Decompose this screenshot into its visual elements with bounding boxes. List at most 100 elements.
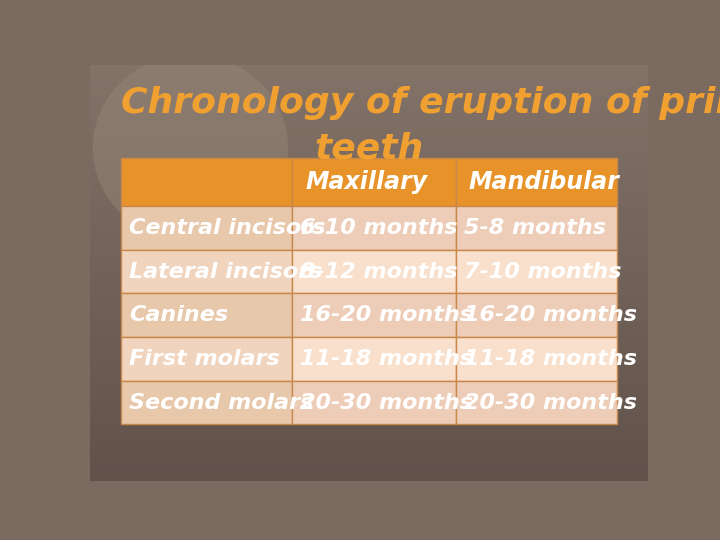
- Bar: [90, 227, 648, 229]
- Bar: [90, 283, 648, 285]
- Bar: [90, 435, 648, 437]
- Bar: [90, 451, 648, 454]
- Bar: [90, 67, 648, 69]
- Bar: [90, 119, 648, 121]
- Bar: [90, 185, 648, 187]
- Bar: [90, 140, 648, 141]
- Bar: [90, 322, 648, 325]
- FancyBboxPatch shape: [456, 158, 617, 206]
- Bar: [90, 173, 648, 175]
- Bar: [90, 449, 648, 451]
- Bar: [90, 175, 648, 177]
- Bar: [90, 146, 648, 148]
- Bar: [90, 273, 648, 275]
- Bar: [90, 329, 648, 331]
- Bar: [90, 167, 648, 168]
- Bar: [90, 200, 648, 202]
- Bar: [90, 304, 648, 306]
- Bar: [90, 84, 648, 85]
- Text: 11-18 months: 11-18 months: [300, 349, 473, 369]
- Bar: [90, 393, 648, 395]
- FancyBboxPatch shape: [456, 206, 617, 250]
- FancyBboxPatch shape: [121, 250, 292, 293]
- Bar: [90, 470, 648, 472]
- Bar: [90, 366, 648, 368]
- Bar: [90, 179, 648, 181]
- Bar: [90, 181, 648, 183]
- Bar: [90, 192, 648, 194]
- Bar: [90, 114, 648, 117]
- Bar: [90, 321, 648, 322]
- Bar: [90, 136, 648, 138]
- Bar: [90, 241, 648, 244]
- Bar: [90, 79, 648, 82]
- Text: Mandibular: Mandibular: [469, 170, 620, 194]
- Text: Chronology of eruption of primary: Chronology of eruption of primary: [121, 85, 720, 119]
- Bar: [90, 202, 648, 204]
- Bar: [90, 381, 648, 383]
- Bar: [90, 306, 648, 308]
- Bar: [90, 156, 648, 158]
- Bar: [90, 298, 648, 300]
- Bar: [90, 248, 648, 250]
- Bar: [90, 400, 648, 402]
- Bar: [90, 77, 648, 79]
- Bar: [90, 252, 648, 254]
- FancyBboxPatch shape: [121, 381, 292, 424]
- Text: 5-8 months: 5-8 months: [464, 218, 606, 238]
- Bar: [90, 217, 648, 219]
- FancyBboxPatch shape: [121, 206, 292, 250]
- Bar: [90, 478, 648, 481]
- Bar: [90, 356, 648, 358]
- Bar: [90, 362, 648, 364]
- Bar: [90, 472, 648, 474]
- Bar: [90, 341, 648, 343]
- Text: 7-10 months: 7-10 months: [464, 262, 621, 282]
- FancyBboxPatch shape: [121, 293, 292, 337]
- Bar: [90, 354, 648, 356]
- Bar: [90, 109, 648, 111]
- FancyBboxPatch shape: [121, 158, 292, 206]
- Bar: [90, 113, 648, 114]
- Bar: [90, 406, 648, 408]
- Bar: [90, 260, 648, 262]
- Bar: [90, 295, 648, 298]
- Bar: [90, 111, 648, 113]
- Bar: [90, 418, 648, 420]
- Bar: [90, 358, 648, 360]
- Text: 6-10 months: 6-10 months: [300, 218, 458, 238]
- Bar: [90, 154, 648, 156]
- Bar: [90, 292, 648, 294]
- Bar: [90, 148, 648, 150]
- Text: 8-12 months: 8-12 months: [300, 262, 458, 282]
- Bar: [90, 239, 648, 241]
- Text: 16-20 months: 16-20 months: [464, 305, 637, 325]
- FancyBboxPatch shape: [456, 250, 617, 293]
- Bar: [90, 316, 648, 319]
- Bar: [90, 133, 648, 136]
- Ellipse shape: [93, 55, 288, 241]
- Bar: [90, 194, 648, 196]
- Bar: [90, 370, 648, 373]
- Bar: [90, 206, 648, 208]
- Bar: [90, 312, 648, 314]
- Bar: [90, 454, 648, 456]
- Bar: [90, 165, 648, 167]
- Bar: [90, 198, 648, 200]
- Bar: [90, 219, 648, 221]
- Bar: [90, 373, 648, 375]
- Bar: [90, 460, 648, 462]
- Text: 20-30 months: 20-30 months: [300, 393, 473, 413]
- Bar: [90, 377, 648, 379]
- Bar: [90, 476, 648, 478]
- Bar: [90, 73, 648, 75]
- Bar: [90, 327, 648, 329]
- Bar: [90, 424, 648, 427]
- Bar: [90, 229, 648, 231]
- Bar: [90, 275, 648, 277]
- Bar: [90, 235, 648, 238]
- Bar: [90, 364, 648, 366]
- Bar: [90, 244, 648, 246]
- Bar: [90, 352, 648, 354]
- Text: 16-20 months: 16-20 months: [300, 305, 473, 325]
